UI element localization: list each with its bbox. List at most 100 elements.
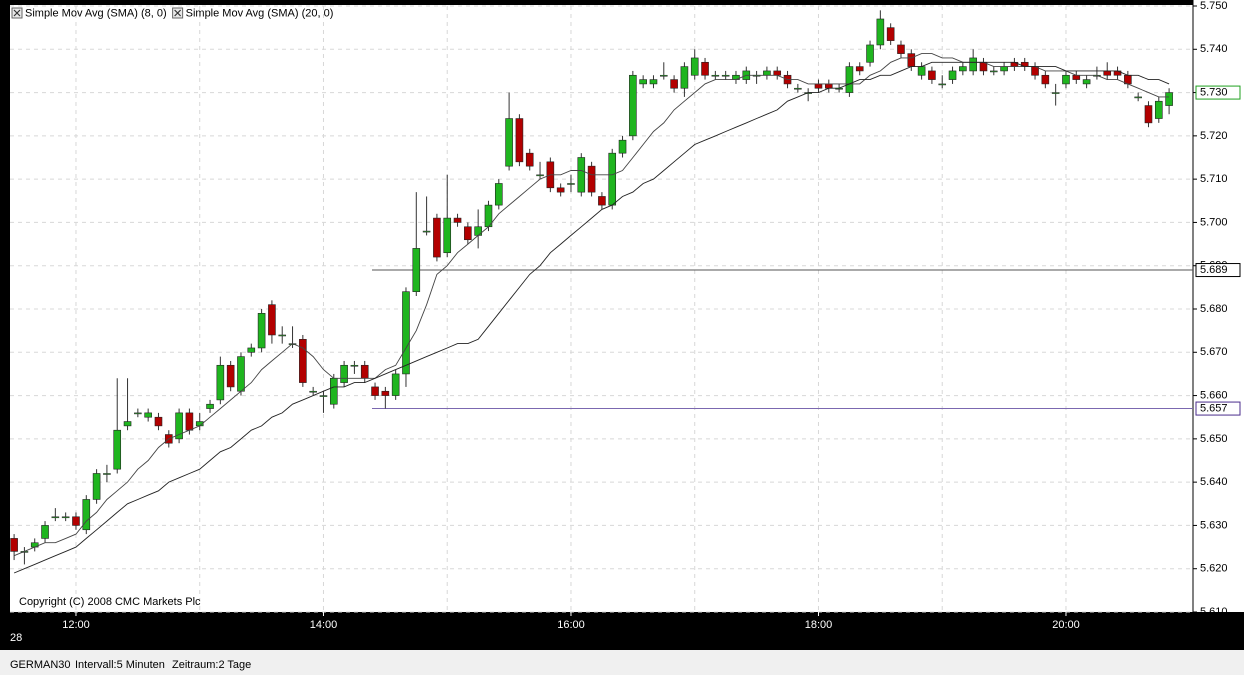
candle-body <box>1062 74 1070 85</box>
candle-body <box>371 386 379 396</box>
candle-body <box>474 226 482 236</box>
candle-body <box>226 364 235 388</box>
y-tick-label: 5.660 <box>1200 389 1228 401</box>
candle-body <box>618 139 627 154</box>
candle-body <box>556 187 565 193</box>
candle-body <box>422 230 431 233</box>
candle-body <box>329 377 338 405</box>
x-tick-label: 20:00 <box>1052 619 1080 631</box>
x-tick-label: 14:00 <box>310 619 338 631</box>
candle-body <box>10 538 18 552</box>
candle-body <box>41 525 49 539</box>
candle-body <box>773 70 782 76</box>
candle-body <box>402 291 410 375</box>
candle-body <box>907 53 916 67</box>
candle-body <box>855 66 864 72</box>
y-tick-label: 5.720 <box>1200 130 1228 142</box>
y-tick-label: 5.640 <box>1200 476 1228 488</box>
candle-body <box>134 412 142 415</box>
candle-body <box>1134 96 1142 99</box>
candle-body <box>989 70 998 73</box>
candle-body <box>1000 66 1008 72</box>
candle-body <box>113 429 122 470</box>
symbol: GERMAN30 <box>10 659 71 671</box>
candle-body <box>144 412 152 418</box>
legend-icon-x <box>174 9 182 17</box>
candle-body <box>959 66 967 72</box>
candle-body <box>1165 92 1173 106</box>
candle-body <box>928 70 936 80</box>
date-label: 28 <box>10 632 22 644</box>
candle-body <box>175 412 183 440</box>
candle-body <box>278 334 287 337</box>
level-label: 5.657 <box>1200 402 1228 414</box>
candle-body <box>824 83 833 89</box>
candle-body <box>185 412 194 431</box>
candle-body <box>72 516 80 526</box>
candle-body <box>216 364 225 401</box>
candle-body <box>763 70 771 76</box>
candle-body <box>587 165 596 193</box>
y-tick-label: 5.610 <box>1200 606 1228 618</box>
y-tick-label: 5.630 <box>1200 519 1228 531</box>
candle-body <box>103 473 111 475</box>
candle-body <box>670 79 678 89</box>
candle-body <box>680 66 689 89</box>
candle-body <box>938 83 947 86</box>
labels: 5.610 5.620 5.630 5.640 5.650 5.660 5.670 5.680… <box>11 0 1241 631</box>
candle-body <box>391 373 400 396</box>
candle-body <box>639 79 647 85</box>
candle-body <box>1154 100 1163 119</box>
candle-body <box>598 196 606 206</box>
candle-body <box>319 395 328 397</box>
candle-body <box>1103 70 1112 76</box>
candle-body <box>866 44 874 63</box>
candle-body <box>309 390 317 393</box>
x-tick-label: 16:00 <box>557 619 585 631</box>
candle-body <box>876 18 885 46</box>
candle-body <box>51 516 60 519</box>
candle-body <box>701 61 709 76</box>
grid <box>10 0 1197 616</box>
y-tick-label: 5.650 <box>1200 433 1228 445</box>
y-tick-label: 5.700 <box>1200 216 1228 228</box>
marks <box>10 10 1193 574</box>
candle-body <box>82 499 91 531</box>
candle-body <box>1041 74 1050 85</box>
candle-body <box>721 74 730 77</box>
copyright: Copyright (C) 2008 CMC Markets Plc <box>19 596 201 608</box>
candle-body <box>206 403 214 409</box>
candle-body <box>659 74 668 77</box>
candle-body <box>340 364 348 383</box>
status-bar <box>0 650 1244 675</box>
candle-body <box>453 217 462 223</box>
candle-body <box>505 118 513 167</box>
candle-body <box>123 421 132 427</box>
y-tick-label: 5.740 <box>1200 43 1228 55</box>
candle-body <box>433 217 441 258</box>
candle-body <box>948 70 957 80</box>
candle-body <box>690 57 699 76</box>
y-tick-label: 5.710 <box>1200 173 1228 185</box>
candle-body <box>360 364 369 379</box>
candle-body <box>1051 92 1060 94</box>
candle-body <box>464 226 472 241</box>
candle-body <box>649 79 658 85</box>
level-box <box>1195 263 1241 278</box>
level-box <box>1195 401 1241 416</box>
candle-body <box>494 183 503 206</box>
candle-body <box>154 416 163 427</box>
candle-body <box>897 44 905 54</box>
y-tick-label: 5.750 <box>1200 0 1228 12</box>
candle-body <box>61 516 70 519</box>
y-tick-label: 5.670 <box>1200 346 1228 358</box>
y-tick-label: 5.680 <box>1200 303 1228 315</box>
candle-body <box>515 118 524 163</box>
candle-body <box>247 347 256 353</box>
last-price-box <box>1195 85 1241 100</box>
candle-body <box>92 473 101 500</box>
candle-body <box>886 27 895 41</box>
candle-body <box>814 83 823 89</box>
candle-body <box>969 57 977 72</box>
